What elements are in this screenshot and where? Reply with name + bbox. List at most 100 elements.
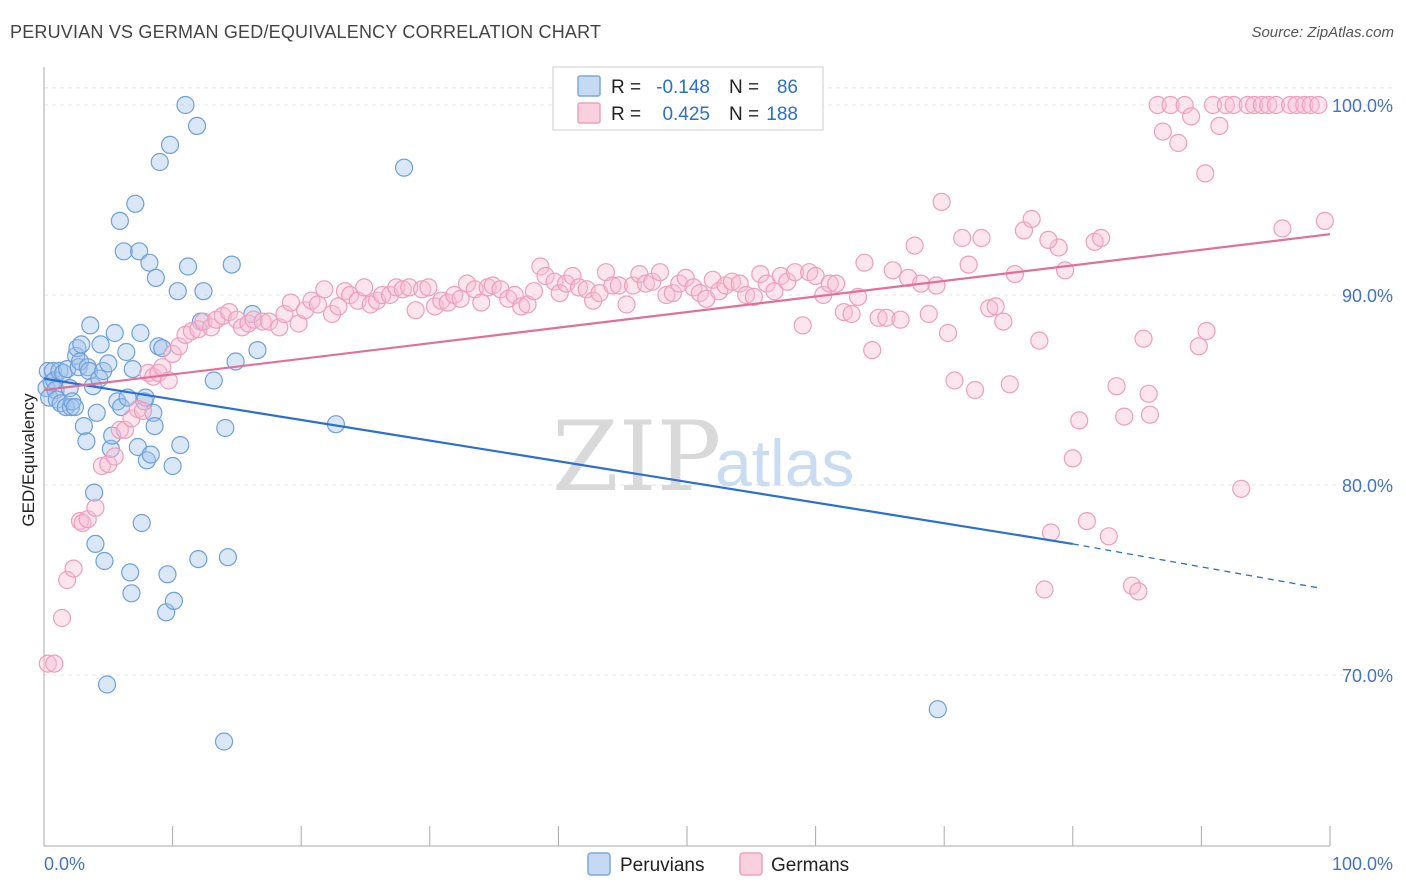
trendline-peruvians-extension xyxy=(1072,543,1318,589)
point-germans-180 xyxy=(1232,479,1251,498)
point-peruvians-68 xyxy=(163,456,182,476)
trendline-peruvians xyxy=(43,377,1073,545)
point-germans-155 xyxy=(1055,261,1075,280)
point-germans-94 xyxy=(636,274,655,293)
point-peruvians-75 xyxy=(189,549,208,569)
point-germans-110 xyxy=(744,287,763,306)
point-germans-56 xyxy=(387,278,406,297)
point-peruvians-22 xyxy=(74,417,93,436)
point-germans-185 xyxy=(1266,95,1286,115)
point-germans-189 xyxy=(1295,95,1314,115)
point-germans-91 xyxy=(617,295,636,314)
trendline-germans xyxy=(43,233,1331,392)
point-germans-61 xyxy=(419,278,438,297)
trend-layer xyxy=(43,233,1331,589)
point-germans-182 xyxy=(1245,95,1264,115)
point-peruvians-60 xyxy=(145,417,164,436)
point-germans-60 xyxy=(412,280,432,299)
point-peruvians-70 xyxy=(168,282,187,301)
point-germans-44 xyxy=(308,295,328,314)
point-germans-181 xyxy=(1238,95,1257,115)
point-germans-115 xyxy=(778,272,797,291)
point-germans-2 xyxy=(52,608,72,628)
point-germans-184 xyxy=(1259,95,1278,115)
point-germans-54 xyxy=(373,285,392,305)
point-germans-144 xyxy=(980,299,999,318)
point-germans-23 xyxy=(169,337,189,356)
point-germans-69 xyxy=(472,293,491,312)
point-germans-78 xyxy=(531,257,550,276)
point-germans-57 xyxy=(393,280,412,299)
point-germans-163 xyxy=(1115,407,1134,426)
axes-layer xyxy=(43,67,1331,847)
point-germans-37 xyxy=(259,312,279,331)
point-germans-190 xyxy=(1301,95,1320,115)
point-germans-135 xyxy=(919,304,938,324)
point-germans-133 xyxy=(905,236,924,255)
point-germans-10 xyxy=(99,455,118,474)
point-peruvians-77 xyxy=(194,282,213,301)
point-germans-179 xyxy=(1224,95,1243,115)
point-germans-158 xyxy=(1077,511,1097,531)
point-germans-36 xyxy=(253,312,272,331)
y-tick-label-1: 80.0% xyxy=(1342,476,1393,496)
point-peruvians-29 xyxy=(86,534,105,554)
point-peruvians-32 xyxy=(91,335,110,354)
point-peruvians-80 xyxy=(216,418,235,438)
point-germans-186 xyxy=(1273,219,1292,238)
stats-box: R = -0.148 N = 86 R = 0.425 N = 188 xyxy=(552,66,824,131)
point-peruvians-85 xyxy=(248,341,267,360)
point-germans-173 xyxy=(1182,107,1201,126)
point-germans-4 xyxy=(64,559,83,578)
point-peruvians-51 xyxy=(130,242,149,261)
point-peruvians-61 xyxy=(146,268,165,287)
point-germans-195 xyxy=(1039,230,1058,249)
point-germans-146 xyxy=(994,312,1013,331)
point-peruvians-25 xyxy=(79,361,99,381)
point-peruvians-81 xyxy=(218,548,237,567)
point-germans-45 xyxy=(315,280,334,299)
point-germans-77 xyxy=(524,282,544,301)
point-germans-178 xyxy=(1216,95,1235,115)
point-germans-128 xyxy=(869,308,888,327)
legend-label-germans: Germans xyxy=(771,855,849,876)
point-peruvians-74 xyxy=(187,116,207,136)
point-peruvians-47 xyxy=(122,584,141,603)
point-germans-121 xyxy=(820,274,839,293)
point-germans-191 xyxy=(1309,95,1328,115)
point-germans-127 xyxy=(863,341,882,360)
point-peruvians-21 xyxy=(72,335,91,354)
points-layer xyxy=(37,95,1334,751)
point-peruvians-14 xyxy=(61,398,81,417)
stats-r-value-1: 0.425 xyxy=(662,104,710,125)
point-germans-194 xyxy=(1197,322,1216,341)
point-germans-51 xyxy=(355,278,374,297)
point-germans-171 xyxy=(1169,133,1188,153)
legend: Peruvians Germans xyxy=(587,852,849,876)
point-germans-162 xyxy=(1107,377,1126,396)
point-germans-89 xyxy=(603,276,622,295)
point-peruvians-67 xyxy=(160,135,180,154)
point-germans-96 xyxy=(650,263,670,282)
point-germans-116 xyxy=(785,263,805,282)
y-axis-title: GED/Equivalency xyxy=(19,393,38,527)
point-peruvians-41 xyxy=(110,211,129,230)
point-peruvians-43 xyxy=(114,242,133,261)
point-peruvians-52 xyxy=(131,323,150,343)
point-germans-22 xyxy=(163,344,182,363)
point-germans-112 xyxy=(757,274,776,293)
point-peruvians-79 xyxy=(214,732,234,751)
point-germans-95 xyxy=(643,272,662,291)
point-germans-59 xyxy=(406,301,425,320)
point-germans-31 xyxy=(220,303,239,322)
point-germans-98 xyxy=(663,284,682,303)
point-germans-150 xyxy=(1022,209,1041,229)
point-germans-97 xyxy=(657,285,676,305)
point-germans-90 xyxy=(609,276,628,295)
point-germans-130 xyxy=(883,261,902,280)
stats-n-value-0: 86 xyxy=(777,77,798,98)
point-germans-136 xyxy=(927,276,946,295)
point-germans-174 xyxy=(1189,337,1208,356)
legend-label-peruvians: Peruvians xyxy=(620,855,705,876)
